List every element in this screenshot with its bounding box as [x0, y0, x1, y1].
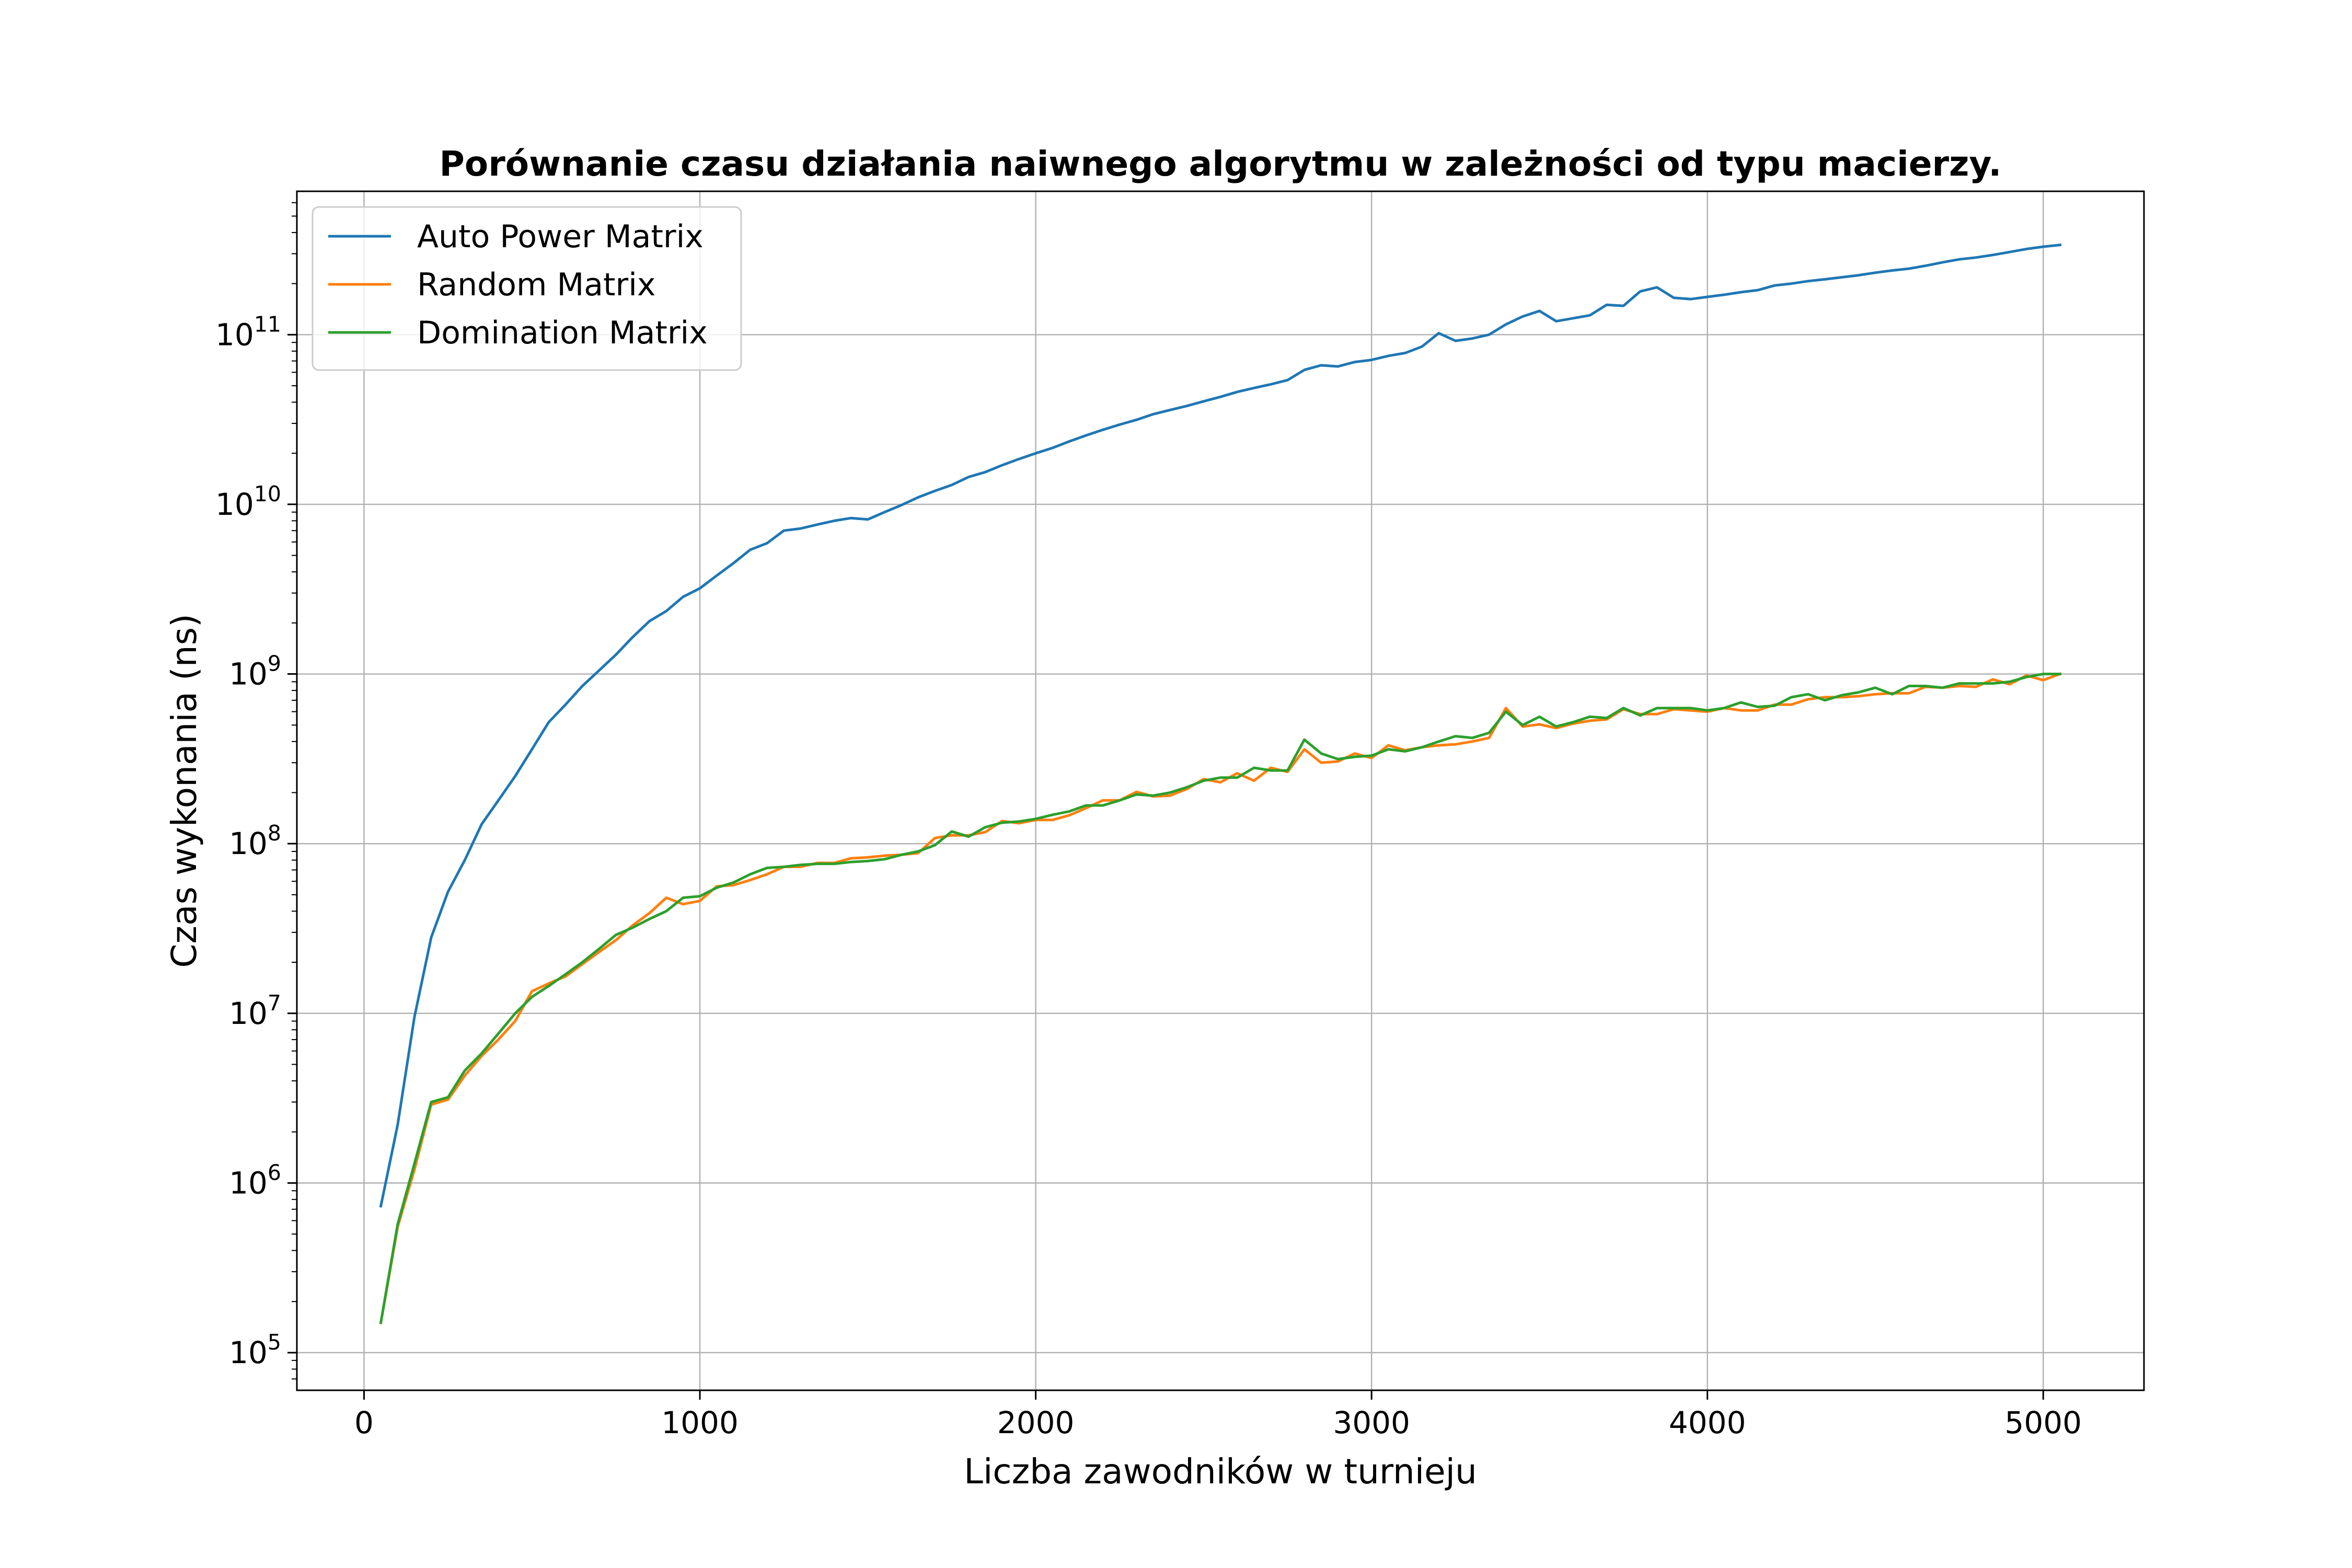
chart-title: Porównanie czasu działania naiwnego algo…	[440, 144, 2002, 184]
tick-layer: 0 1000 2000 3000 4000 5000 105 106 107 108 109 1010…	[215, 202, 2082, 1440]
legend: Auto Power Matrix Random Matrix Domination…	[312, 206, 742, 371]
x-tick-label: 0	[354, 1405, 374, 1440]
x-tick-label: 1000	[661, 1405, 739, 1440]
y-tick-label: 1011	[215, 312, 281, 352]
plot-area-frame	[296, 190, 2145, 1391]
series-line-random-matrix	[379, 672, 2062, 1324]
series-layer	[379, 243, 2062, 1324]
y-tick-label: 107	[229, 990, 281, 1031]
legend-box	[312, 206, 742, 371]
series-line-domination-matrix	[379, 673, 2061, 1324]
x-tick-label: 5000	[2004, 1405, 2082, 1440]
grid	[297, 191, 2144, 1390]
y-tick-label: 106	[229, 1160, 281, 1201]
legend-label: Random Matrix	[417, 267, 655, 303]
x-tick-label: 4000	[1669, 1405, 1746, 1440]
x-tick-label: 2000	[997, 1405, 1075, 1440]
y-tick-label: 108	[229, 821, 281, 861]
series-line-auto-power-matrix	[379, 243, 2062, 1208]
x-tick-label: 3000	[1333, 1405, 1410, 1440]
y-tick-label: 105	[229, 1330, 281, 1370]
legend-label: Domination Matrix	[417, 315, 708, 351]
y-tick-label: 1010	[215, 481, 281, 522]
legend-label: Auto Power Matrix	[417, 218, 704, 255]
y-axis-label: Czas wykonania (ns)	[164, 614, 204, 967]
y-tick-label: 109	[229, 651, 281, 692]
x-axis-label: Liczba zawodników w turnieju	[964, 1451, 1477, 1492]
